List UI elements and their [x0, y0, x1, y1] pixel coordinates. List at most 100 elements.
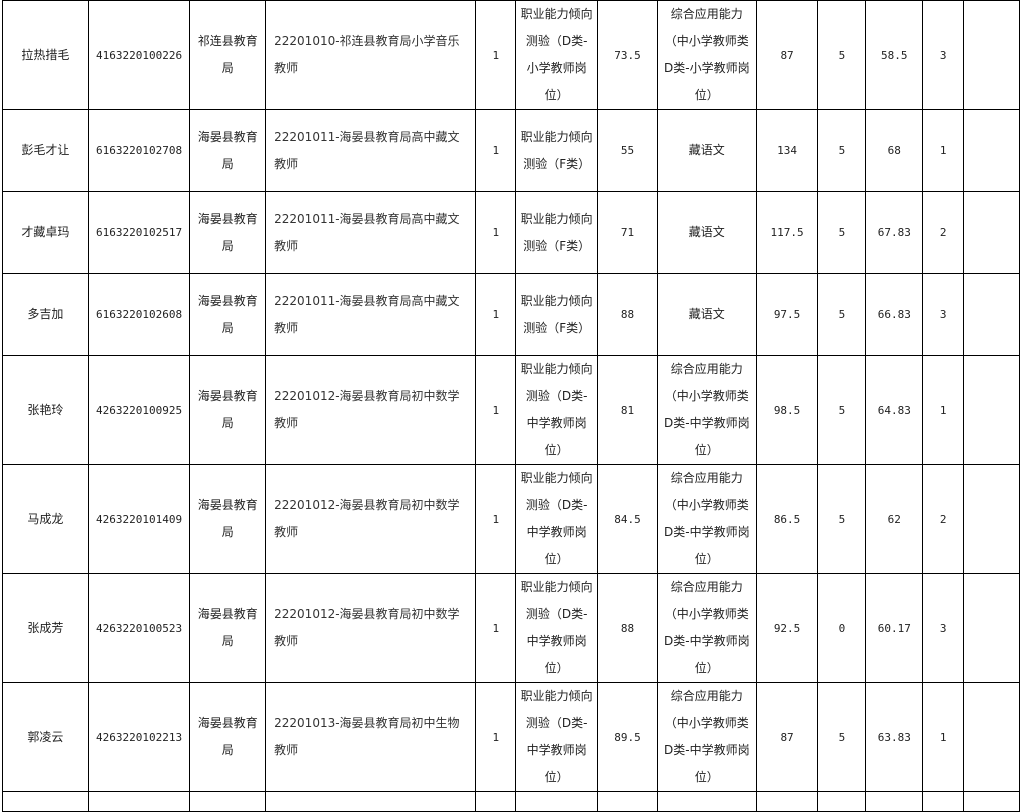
cell-total: 60.17: [865, 573, 924, 683]
cell-score2: 92.5: [755, 573, 819, 683]
cell-id: 4263220101409: [87, 464, 191, 574]
cell-name: 马成龙: [2, 464, 89, 574]
cell-id: 6163220102608: [87, 273, 191, 356]
cell-job: 22201013-海晏县教育局初中生物教师: [265, 682, 477, 792]
cell-bonus: 5: [817, 109, 867, 192]
cell-total: 64.83: [865, 355, 924, 465]
cell-job: 22201012-海晏县教育局初中数学教师: [265, 355, 477, 465]
cell-name: 多吉加: [2, 273, 89, 356]
cell-subj1: 职业能力倾向测验（D类-中学教师岗位）: [515, 355, 599, 465]
cell-job: 22201011-海晏县教育局高中藏文教师: [265, 273, 477, 356]
cell-rank: 1: [922, 109, 965, 192]
cell-subj1: 职业能力倾向测验（F类）: [515, 273, 599, 356]
cell-subj2: 综合应用能力（中小学教师类D类-中学教师岗位）: [656, 682, 757, 792]
cell-subj2: 综合应用能力（中小学教师类D类-中学教师岗位）: [656, 464, 757, 574]
cell-score1: 81: [597, 355, 658, 465]
cell-subj1: 职业能力倾向测验（F类）: [515, 191, 599, 274]
cell-bonus: 5: [817, 464, 867, 574]
cell-subj2: 综合应用能力（中小学教师类D类-中学教师岗位）: [656, 573, 757, 683]
cell-id: 6163220102708: [87, 109, 191, 192]
cell-dept: 海晏县教育局: [189, 355, 267, 465]
cell-name: 郭凌云: [2, 682, 89, 792]
cell-subj1: 职业能力倾向测验（F类）: [515, 109, 599, 192]
cell-score2: 98.5: [755, 355, 819, 465]
cell-score1: 89.5: [597, 682, 658, 792]
table-row: 张艳玲 4263220100925 海晏县教育局 22201012-海晏县教育局初中数…: [2, 355, 1020, 465]
cell-subj2: 藏语文: [656, 273, 757, 356]
table-row: 郭凌云 4263220102213 海晏县教育局 22201013-海晏县教育局初中生…: [2, 682, 1020, 792]
cell-dept: 海晏县教育局: [189, 573, 267, 683]
cell-job: 22201011-海晏县教育局高中藏文教师: [265, 109, 477, 192]
cell-id: 6163220102517: [87, 191, 191, 274]
cell-note: [963, 191, 1020, 274]
cell-total: 68: [865, 109, 924, 192]
cell-bonus: 0: [817, 573, 867, 683]
cell-score1: 71: [597, 191, 658, 274]
cell-bonus: 5: [817, 0, 867, 110]
cell-score2: 97.5: [755, 273, 819, 356]
cell-dept: 海晏县教育局: [189, 273, 267, 356]
cell-count: 1: [475, 273, 517, 356]
cell-job: 22201012-海晏县教育局初中数学教师: [265, 573, 477, 683]
cell-dept: 海晏县教育局: [189, 109, 267, 192]
cell-total: 67.83: [865, 191, 924, 274]
cell-note: [963, 682, 1020, 792]
cell-score2: 87: [755, 682, 819, 792]
cell-subj2: 藏语文: [656, 109, 757, 192]
cell-job: 22201012-海晏县教育局初中数学教师: [265, 464, 477, 574]
cell-score2: 134: [755, 109, 819, 192]
cell-bonus: 5: [817, 682, 867, 792]
cell-dept: 祁连县教育局: [189, 0, 267, 110]
cell-bonus: 5: [817, 355, 867, 465]
cell-count: 1: [475, 355, 517, 465]
cell-rank: 3: [922, 573, 965, 683]
cell-name: 张成芳: [2, 573, 89, 683]
cell-note: [963, 109, 1020, 192]
cell-dept: 海晏县教育局: [189, 682, 267, 792]
table-row: 马成龙 4263220101409 海晏县教育局 22201012-海晏县教育局初中数…: [2, 464, 1020, 574]
cell-subj2: 藏语文: [656, 191, 757, 274]
cell-dept: 海晏县教育局: [189, 191, 267, 274]
cell-id: 4263220100523: [87, 573, 191, 683]
cell-subj1: 职业能力倾向测验（D类-中学教师岗位）: [515, 573, 599, 683]
cell-job: 22201010-祁连县教育局小学音乐教师: [265, 0, 477, 110]
cell-total: 66.83: [865, 273, 924, 356]
cell-rank: 3: [922, 0, 965, 110]
cell-name: 张艳玲: [2, 355, 89, 465]
cell-note: [963, 355, 1020, 465]
cell-job: 22201011-海晏县教育局高中藏文教师: [265, 191, 477, 274]
cell-subj1: 职业能力倾向测验（D类-中学教师岗位）: [515, 464, 599, 574]
cell-id: 4163220100226: [87, 0, 191, 110]
cell-rank: 2: [922, 191, 965, 274]
cell-id: 4263220102213: [87, 682, 191, 792]
cell-score1: 88: [597, 573, 658, 683]
cell-subj1: 职业能力倾向测验（D类-中学教师岗位）: [515, 682, 599, 792]
cell-total: 58.5: [865, 0, 924, 110]
cell-rank: 2: [922, 464, 965, 574]
table-row: 彭毛才让 6163220102708 海晏县教育局 22201011-海晏县教育局高中…: [2, 109, 1020, 192]
cell-note: [963, 464, 1020, 574]
cell-rank: 1: [922, 355, 965, 465]
cell-subj1: 职业能力倾向测验（D类-小学教师岗位）: [515, 0, 599, 110]
cell-score1: 88: [597, 273, 658, 356]
cell-note: [963, 0, 1020, 110]
cell-subj2: 综合应用能力（中小学教师类D类-小学教师岗位）: [656, 0, 757, 110]
table-row: 拉热措毛 4163220100226 祁连县教育局 22201010-祁连县教育局小学…: [2, 0, 1020, 110]
cell-name: 拉热措毛: [2, 0, 89, 110]
cell-note: [963, 573, 1020, 683]
cell-subj2: 综合应用能力（中小学教师类D类-中学教师岗位）: [656, 355, 757, 465]
cell-id: 4263220100925: [87, 355, 191, 465]
cell-score2: 87: [755, 0, 819, 110]
cell-bonus: 5: [817, 273, 867, 356]
cell-total: 63.83: [865, 682, 924, 792]
cell-note: [963, 273, 1020, 356]
table-row: 才藏卓玛 6163220102517 海晏县教育局 22201011-海晏县教育局高中…: [2, 191, 1020, 274]
cell-count: 1: [475, 109, 517, 192]
cell-score1: 73.5: [597, 0, 658, 110]
cell-count: 1: [475, 0, 517, 110]
cell-count: 1: [475, 682, 517, 792]
cell-count: 1: [475, 573, 517, 683]
cell-name: 彭毛才让: [2, 109, 89, 192]
cell-score1: 84.5: [597, 464, 658, 574]
